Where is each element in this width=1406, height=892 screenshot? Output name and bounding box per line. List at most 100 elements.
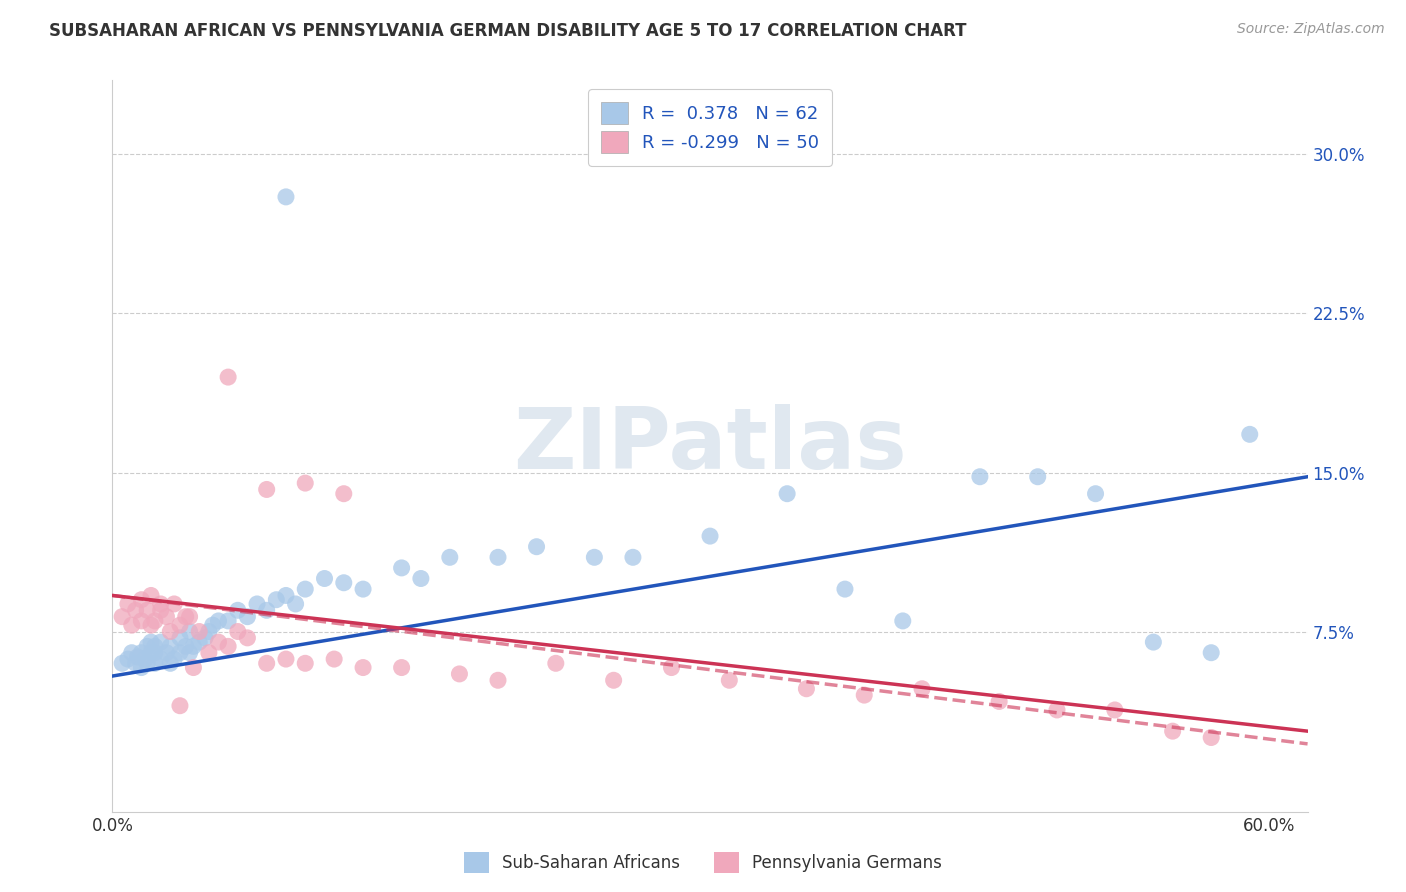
- Text: Source: ZipAtlas.com: Source: ZipAtlas.com: [1237, 22, 1385, 37]
- Point: [314, 572, 336, 586]
- Point: [163, 652, 186, 666]
- Point: [853, 688, 876, 702]
- Point: [1161, 724, 1184, 739]
- Point: [159, 624, 181, 639]
- Point: [139, 646, 162, 660]
- Point: [174, 609, 197, 624]
- Point: [486, 673, 509, 688]
- Point: [121, 618, 143, 632]
- Point: [391, 660, 413, 674]
- Point: [621, 550, 644, 565]
- Point: [139, 635, 162, 649]
- Point: [149, 597, 172, 611]
- Point: [352, 582, 374, 596]
- Point: [583, 550, 606, 565]
- Point: [169, 698, 191, 713]
- Point: [124, 603, 146, 617]
- Point: [131, 646, 153, 660]
- Point: [136, 640, 159, 654]
- Point: [179, 609, 201, 624]
- Point: [188, 635, 211, 649]
- Point: [169, 646, 191, 660]
- Point: [449, 667, 471, 681]
- Point: [352, 660, 374, 674]
- Point: [526, 540, 548, 554]
- Point: [143, 614, 166, 628]
- Point: [602, 673, 624, 688]
- Point: [776, 486, 799, 500]
- Point: [796, 681, 818, 696]
- Point: [439, 550, 461, 565]
- Point: [1142, 635, 1164, 649]
- Point: [179, 624, 201, 639]
- Point: [143, 657, 166, 671]
- Point: [1046, 703, 1069, 717]
- Point: [274, 190, 297, 204]
- Point: [988, 694, 1011, 708]
- Point: [226, 603, 249, 617]
- Point: [127, 649, 149, 664]
- Point: [333, 486, 356, 500]
- Point: [266, 592, 288, 607]
- Point: [217, 370, 239, 384]
- Point: [256, 603, 278, 617]
- Point: [1239, 427, 1261, 442]
- Point: [207, 635, 229, 649]
- Point: [111, 609, 134, 624]
- Point: [131, 660, 153, 674]
- Point: [136, 603, 159, 617]
- Point: [174, 640, 197, 654]
- Point: [246, 597, 269, 611]
- Point: [117, 652, 139, 666]
- Point: [1026, 469, 1049, 483]
- Point: [323, 652, 346, 666]
- Point: [159, 657, 181, 671]
- Point: [486, 550, 509, 565]
- Point: [236, 631, 259, 645]
- Point: [139, 589, 162, 603]
- Point: [169, 631, 191, 645]
- Point: [159, 640, 181, 654]
- Point: [911, 681, 934, 696]
- Point: [699, 529, 721, 543]
- Point: [1084, 486, 1107, 500]
- Point: [274, 589, 297, 603]
- Point: [256, 657, 278, 671]
- Point: [1104, 703, 1126, 717]
- Point: [217, 640, 239, 654]
- Point: [226, 624, 249, 639]
- Point: [149, 603, 172, 617]
- Point: [131, 614, 153, 628]
- Point: [124, 657, 146, 671]
- Point: [333, 575, 356, 590]
- Point: [198, 624, 221, 639]
- Point: [207, 614, 229, 628]
- Point: [188, 624, 211, 639]
- Point: [139, 618, 162, 632]
- Point: [256, 483, 278, 497]
- Point: [294, 657, 316, 671]
- Point: [284, 597, 307, 611]
- Text: ZIPatlas: ZIPatlas: [513, 404, 907, 488]
- Point: [198, 646, 221, 660]
- Point: [131, 592, 153, 607]
- Point: [111, 657, 134, 671]
- Point: [169, 618, 191, 632]
- Text: SUBSAHARAN AFRICAN VS PENNSYLVANIA GERMAN DISABILITY AGE 5 TO 17 CORRELATION CHA: SUBSAHARAN AFRICAN VS PENNSYLVANIA GERMA…: [49, 22, 967, 40]
- Point: [236, 609, 259, 624]
- Point: [143, 646, 166, 660]
- Point: [661, 660, 683, 674]
- Point: [294, 476, 316, 491]
- Point: [121, 646, 143, 660]
- Point: [544, 657, 567, 671]
- Point: [134, 652, 156, 666]
- Point: [155, 646, 177, 660]
- Point: [1199, 731, 1222, 745]
- Point: [969, 469, 991, 483]
- Point: [143, 640, 166, 654]
- Legend: R =  0.378   N = 62, R = -0.299   N = 50: R = 0.378 N = 62, R = -0.299 N = 50: [588, 89, 832, 166]
- Point: [274, 652, 297, 666]
- Point: [217, 614, 239, 628]
- Point: [391, 561, 413, 575]
- Point: [183, 640, 205, 654]
